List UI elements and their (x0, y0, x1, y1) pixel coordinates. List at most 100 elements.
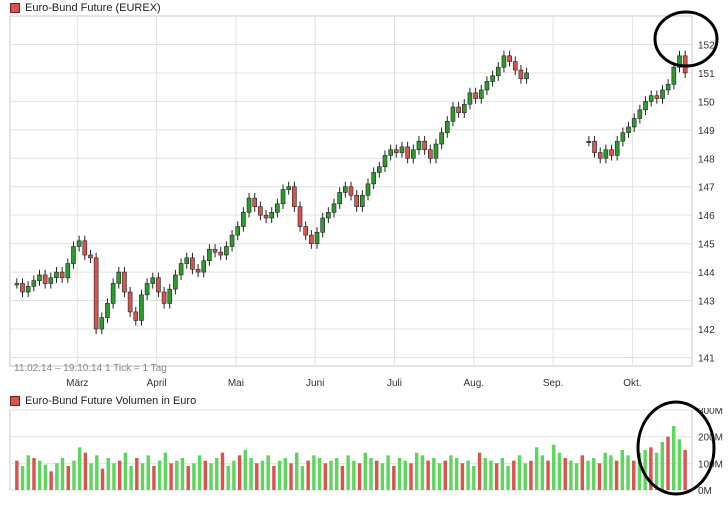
volume-bar (523, 463, 527, 490)
volume-bar (89, 463, 93, 490)
volume-bar (186, 466, 190, 490)
volume-bar (386, 455, 390, 490)
candle-body (105, 303, 110, 318)
price-y-tick-label: 145 (698, 240, 715, 251)
volume-bar (180, 458, 185, 490)
candle-body (167, 288, 173, 304)
volume-bar (335, 458, 339, 490)
volume-bar (546, 460, 550, 490)
volume-bar (123, 452, 128, 490)
candle-body (14, 283, 20, 286)
candle-body (416, 140, 422, 151)
candle-body (643, 101, 648, 111)
volume-bar (329, 460, 333, 490)
candle-body (110, 283, 116, 304)
volume-bar (289, 463, 293, 490)
volume-bar (72, 460, 76, 490)
candle-body (25, 286, 31, 293)
volume-bar (466, 460, 470, 490)
volume-y-tick-label: 300M (698, 408, 723, 417)
candle-body (411, 149, 416, 159)
volume-bar (215, 458, 219, 490)
volume-bar (277, 460, 282, 490)
volume-bar (55, 463, 59, 490)
candle-body (116, 271, 122, 284)
volume-bar (352, 460, 356, 490)
candle-body (139, 294, 144, 321)
candle-body (201, 260, 207, 273)
candle-body (161, 291, 167, 304)
volume-bar (592, 458, 596, 490)
volume-bar (266, 455, 270, 490)
candle-body (399, 146, 405, 153)
candle-body (212, 249, 218, 253)
price-y-tick-label: 144 (698, 268, 715, 279)
candle-body (586, 140, 592, 144)
candle-body (207, 249, 212, 262)
volume-bar (597, 463, 602, 490)
volume-bar (232, 460, 236, 490)
volume-bar (306, 460, 310, 490)
volume-bar (300, 466, 305, 490)
volume-bar (512, 460, 516, 490)
volume-bar (197, 455, 202, 490)
volume-bar (260, 460, 265, 490)
candle-body (354, 194, 359, 207)
volume-bar (152, 466, 156, 490)
candle-body (422, 140, 427, 151)
volume-bar (129, 466, 133, 490)
volume-bar (540, 455, 545, 490)
candle-body (637, 109, 643, 119)
month-label: Aug. (464, 378, 485, 389)
volume-bar (83, 452, 88, 490)
candle-body (88, 254, 93, 259)
candle-body (654, 95, 660, 99)
price-y-tick-label: 150 (698, 97, 715, 108)
volume-bar (255, 463, 259, 490)
candle-body (648, 95, 654, 102)
volume-bar (249, 458, 253, 490)
candle-body (490, 75, 495, 82)
candle-body (495, 66, 501, 77)
volume-bar (552, 444, 556, 490)
volume-bar (32, 458, 36, 490)
volume-bar (449, 455, 453, 490)
month-label: Mai (228, 378, 244, 389)
candle-body (59, 271, 65, 279)
volume-bar (169, 463, 173, 490)
candle-body (371, 172, 376, 185)
candle-body (320, 217, 325, 233)
volume-bar (660, 442, 665, 490)
candle-body (309, 234, 314, 244)
candle-body (337, 192, 342, 205)
candle-body (671, 66, 677, 85)
candle-body (343, 186, 348, 193)
month-label: Okt. (623, 378, 641, 389)
candle-body (37, 274, 42, 281)
price-y-tick-label: 146 (698, 211, 715, 222)
candle-body (620, 132, 626, 142)
candle-body (603, 149, 609, 159)
volume-bar (209, 463, 213, 490)
volume-bar (340, 466, 345, 490)
price-chart: 141 142 143 144 145 146 147 148 149 150 151 152 Mär… (9, 15, 715, 389)
price-chart-title: Euro-Bund Future (EUREX) (25, 2, 161, 14)
candle-body (444, 120, 450, 133)
volume-bar (77, 447, 82, 490)
volume-bar (117, 460, 122, 490)
volume-bar (683, 450, 687, 490)
price-y-tick-label: 143 (698, 297, 715, 308)
candle-body (348, 186, 354, 196)
price-y-tick-label: 152 (698, 40, 715, 51)
candle-body (677, 55, 682, 68)
volume-bar (203, 460, 208, 490)
candle-body (360, 194, 365, 207)
price-y-tick-label: 148 (698, 154, 715, 165)
volume-bar (637, 452, 642, 490)
volume-bar (66, 466, 70, 490)
volume-bar (112, 463, 116, 490)
candle-body (241, 212, 246, 227)
volume-bar (226, 466, 230, 490)
volume-legend-swatch (10, 396, 20, 406)
candle-body (665, 83, 671, 91)
